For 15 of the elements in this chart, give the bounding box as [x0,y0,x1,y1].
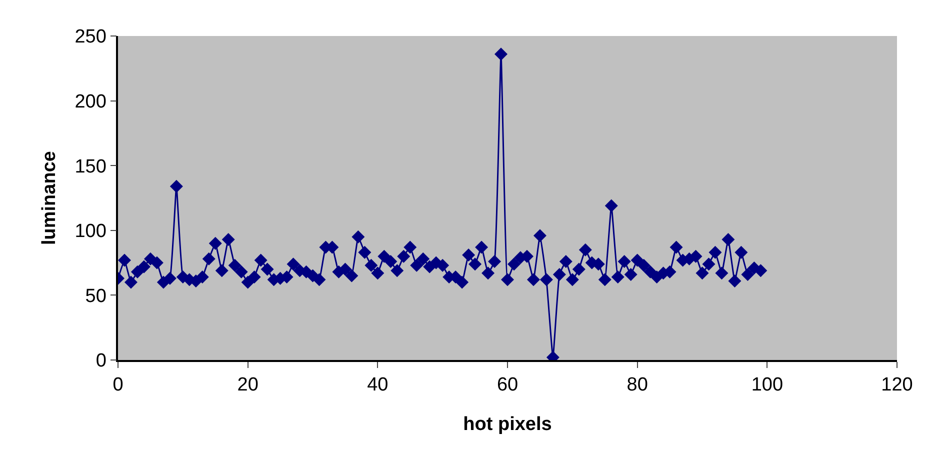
x-tick-label: 120 [881,374,913,396]
y-tick-label: 100 [74,221,106,242]
x-tick-label: 40 [367,374,388,396]
y-tick-label: 200 [74,91,106,112]
y-tick-label: 250 [74,26,106,48]
x-tick-label: 0 [112,374,124,396]
x-axis-title: hot pixels [463,414,552,435]
x-tick-label: 60 [496,374,518,396]
y-axis-title: luminance [39,151,60,245]
y-tick-label: 150 [74,156,106,178]
x-tick-label: 100 [751,374,784,396]
y-tick-label: 0 [96,350,106,372]
x-tick-label: 20 [237,374,258,396]
y-tick-label: 50 [85,286,106,307]
x-tick-label: 80 [626,374,648,396]
